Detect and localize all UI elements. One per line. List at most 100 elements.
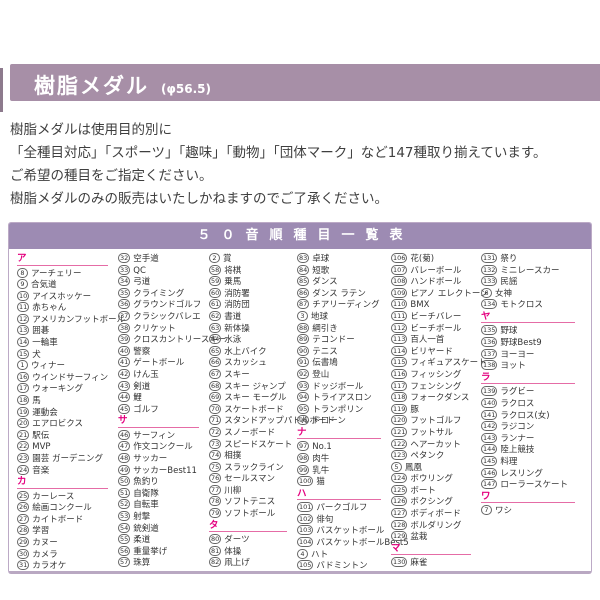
item-label: バスケットボールBest5	[316, 538, 409, 549]
item-label: フィギュアスケート	[410, 358, 487, 369]
list-item: 130 麻雀	[391, 557, 481, 569]
item-label: ボディボード	[410, 509, 461, 520]
item-label: ヨーヨー	[500, 349, 535, 360]
list-item: 33 QC	[118, 264, 209, 277]
list-item: 25 カーレース	[17, 490, 118, 503]
item-number: 15	[17, 348, 30, 359]
item-label: カメラ	[32, 549, 58, 560]
section-header: ナ	[297, 428, 381, 440]
list-item: 66 スカッシュ	[209, 357, 297, 369]
section-header: サ	[118, 416, 199, 428]
item-label: フィッシング	[410, 369, 462, 380]
list-item: 10 アイスホッケー	[17, 290, 118, 303]
list-item: 140 ラクロス	[481, 397, 585, 410]
item-label: 野球	[500, 326, 518, 337]
item-label: ワシ	[495, 506, 513, 517]
item-label: 乳牛	[312, 465, 330, 476]
item-label: ソフトテニス	[224, 497, 276, 508]
item-number: 70	[209, 403, 222, 414]
item-label: 麻雀	[410, 558, 428, 569]
item-number: 130	[391, 557, 408, 568]
list-item: 142 ラジコン	[481, 421, 585, 433]
table-column: 106 花(菊) 107 バレーボール 108 ハンドボール 109 ピアノ エレクトーン 11…	[391, 253, 488, 572]
item-number: 103	[297, 525, 314, 536]
item-number: 111	[391, 310, 408, 321]
item-label: 重量挙げ	[133, 546, 168, 557]
item-label: セールスマン	[224, 474, 276, 485]
list-item: 58 将棋	[209, 264, 297, 277]
item-label: ビーチボール	[410, 323, 462, 334]
list-item: 71 スタンドアップパドルボード	[209, 415, 335, 427]
list-item: 116 フィッシング	[391, 368, 481, 381]
list-item: 7 ワシ	[481, 505, 585, 517]
item-number: 16	[17, 371, 30, 382]
item-number: 109	[391, 287, 408, 298]
item-label: 豚	[410, 404, 419, 415]
list-item: 17 ウォーキング	[17, 383, 118, 395]
table-column: 131 祭り 132 ミニレースカー 133 民謡 6 女神 134 モトクロスヤ 135 野球 136…	[481, 253, 585, 572]
item-label: ビーチバレー	[410, 311, 462, 322]
item-number: 140	[481, 397, 498, 408]
item-label: サッカーBest11	[133, 465, 197, 476]
item-label: バドミントン	[316, 561, 368, 572]
item-number: 18	[17, 395, 30, 406]
description-line: 「全種目対応」「スポーツ」「趣味」「動物」「団体マーク」など147種取り揃えてい…	[10, 145, 547, 161]
item-label: フットサル	[410, 427, 453, 438]
item-number: 20	[17, 418, 30, 429]
list-item: 89 テコンドー	[297, 334, 391, 346]
list-item: 145 料理	[481, 455, 585, 468]
item-number: 136	[481, 337, 498, 348]
item-label: クロスカントリースキー	[133, 335, 227, 346]
item-number: 141	[481, 409, 498, 420]
item-number: 22	[17, 441, 30, 452]
item-label: QC	[133, 265, 146, 276]
item-number: 46	[118, 429, 131, 440]
item-number: 55	[118, 534, 131, 545]
table-columns: ア 8 アーチェリー 9 合気道 10 アイスホッケー 11 赤ちゃん 12 アメリカンフットボール…	[9, 249, 591, 572]
list-item: 135 野球	[481, 325, 585, 337]
list-item: 78 ソフトテニス	[209, 496, 297, 508]
item-label: 自転車	[133, 500, 159, 511]
item-label: サーフィン	[133, 430, 176, 441]
item-number: 121	[391, 426, 408, 437]
list-item: 30 カメラ	[17, 548, 118, 561]
item-number: 100	[297, 476, 314, 487]
list-item: 39 クロスカントリースキー	[118, 334, 226, 346]
item-label: ボート	[410, 485, 436, 496]
list-item: 129 盆栽	[391, 531, 481, 543]
item-number: 108	[391, 276, 408, 287]
item-number: 144	[481, 444, 498, 455]
list-item: 118 フォークダンス	[391, 392, 481, 404]
list-item: 88 綱引き	[297, 322, 391, 335]
item-number: 83	[297, 253, 310, 263]
item-label: テコンドー	[312, 335, 355, 346]
item-label: 水泳	[224, 335, 242, 346]
list-item: 92 登山	[297, 368, 391, 381]
item-number: 119	[391, 403, 408, 414]
item-label: 絵画コンクール	[32, 503, 92, 514]
list-item: 108 ハンドボール	[391, 276, 481, 288]
item-label: フットゴルフ	[410, 416, 462, 427]
list-item: 90 テニス	[297, 345, 391, 358]
list-item: 26 絵画コンクール	[17, 502, 118, 514]
item-label: 乗馬	[224, 277, 242, 288]
item-label: 作文コンクール	[133, 442, 193, 453]
item-number: 88	[297, 322, 310, 333]
item-number: 41	[118, 357, 131, 368]
item-label: 綱引き	[312, 323, 338, 334]
list-item: 111 ビーチバレー	[391, 310, 481, 323]
item-number: 95	[297, 403, 310, 414]
item-label: ローラースケート	[500, 480, 568, 491]
item-label: カラオケ	[32, 561, 67, 572]
item-number: 137	[481, 348, 498, 359]
item-label: トランポリン	[312, 404, 364, 415]
item-label: カーレース	[32, 491, 75, 502]
item-label: ダーツ	[224, 535, 250, 546]
item-label: ヨット	[500, 361, 526, 372]
item-number: 98	[297, 453, 310, 463]
item-number: 27	[17, 513, 30, 524]
item-number: 86	[297, 287, 310, 298]
list-item: 132 ミニレースカー	[481, 264, 585, 277]
list-item: 120 フットゴルフ	[391, 415, 481, 427]
item-label: ハト	[311, 549, 329, 560]
